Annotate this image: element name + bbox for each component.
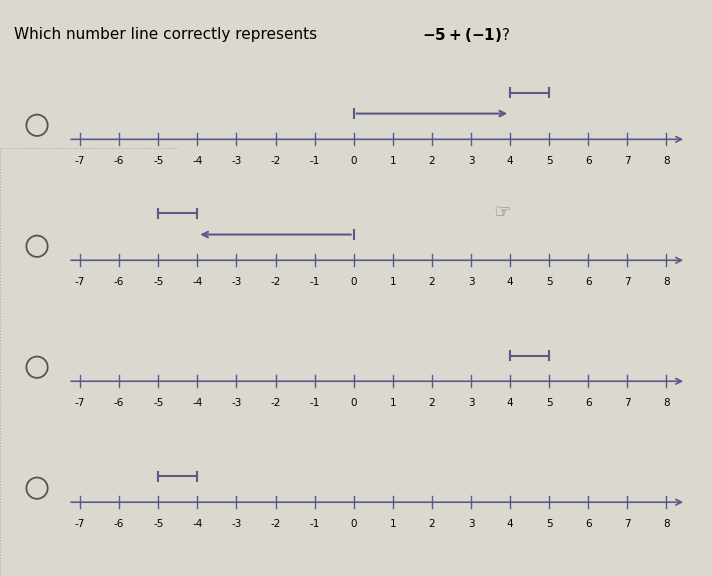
Text: 8: 8: [663, 276, 670, 287]
Text: $\mathbf{-5+(-1)}$?: $\mathbf{-5+(-1)}$?: [422, 25, 511, 44]
Text: 6: 6: [585, 518, 592, 529]
Text: 0: 0: [350, 276, 357, 287]
Text: 6: 6: [585, 397, 592, 408]
Text: 1: 1: [389, 397, 396, 408]
Text: 7: 7: [624, 397, 631, 408]
Text: 7: 7: [624, 156, 631, 166]
Text: 0: 0: [350, 397, 357, 408]
Text: 3: 3: [468, 518, 474, 529]
Text: 5: 5: [546, 397, 553, 408]
Text: -5: -5: [153, 276, 164, 287]
Text: 4: 4: [507, 156, 513, 166]
Text: ☞: ☞: [493, 203, 511, 222]
Text: 2: 2: [429, 518, 435, 529]
Text: 0: 0: [350, 518, 357, 529]
Text: 6: 6: [585, 276, 592, 287]
Text: 2: 2: [429, 397, 435, 408]
Text: -1: -1: [310, 397, 320, 408]
Text: 1: 1: [389, 156, 396, 166]
Text: 1: 1: [389, 276, 396, 287]
Text: 3: 3: [468, 397, 474, 408]
Text: 4: 4: [507, 276, 513, 287]
Text: -6: -6: [114, 276, 125, 287]
Text: -2: -2: [271, 276, 281, 287]
Text: -3: -3: [231, 518, 241, 529]
Text: 2: 2: [429, 276, 435, 287]
Text: 5: 5: [546, 276, 553, 287]
Text: 0: 0: [350, 156, 357, 166]
Text: 7: 7: [624, 518, 631, 529]
Text: -5: -5: [153, 397, 164, 408]
Text: -5: -5: [153, 156, 164, 166]
Text: -7: -7: [75, 518, 85, 529]
Text: -2: -2: [271, 518, 281, 529]
Text: 6: 6: [585, 156, 592, 166]
Text: 8: 8: [663, 156, 670, 166]
Text: -4: -4: [192, 518, 202, 529]
Text: -6: -6: [114, 397, 125, 408]
Text: -3: -3: [231, 276, 241, 287]
Text: -4: -4: [192, 397, 202, 408]
Text: 3: 3: [468, 276, 474, 287]
Text: -1: -1: [310, 518, 320, 529]
Text: -3: -3: [231, 156, 241, 166]
Text: -7: -7: [75, 276, 85, 287]
Text: 8: 8: [663, 518, 670, 529]
Text: -1: -1: [310, 276, 320, 287]
Text: -6: -6: [114, 156, 125, 166]
Text: 5: 5: [546, 156, 553, 166]
Text: -7: -7: [75, 156, 85, 166]
Text: 3: 3: [468, 156, 474, 166]
Text: Which number line correctly represents: Which number line correctly represents: [14, 27, 322, 42]
Text: 5: 5: [546, 518, 553, 529]
Text: -5: -5: [153, 518, 164, 529]
Text: -4: -4: [192, 156, 202, 166]
Text: -2: -2: [271, 397, 281, 408]
Text: 1: 1: [389, 518, 396, 529]
Text: -1: -1: [310, 156, 320, 166]
Text: -3: -3: [231, 397, 241, 408]
Text: -7: -7: [75, 397, 85, 408]
Text: 4: 4: [507, 518, 513, 529]
Text: 8: 8: [663, 397, 670, 408]
Text: 2: 2: [429, 156, 435, 166]
Text: 4: 4: [507, 397, 513, 408]
Text: -4: -4: [192, 276, 202, 287]
Text: 7: 7: [624, 276, 631, 287]
Text: -2: -2: [271, 156, 281, 166]
Text: -6: -6: [114, 518, 125, 529]
